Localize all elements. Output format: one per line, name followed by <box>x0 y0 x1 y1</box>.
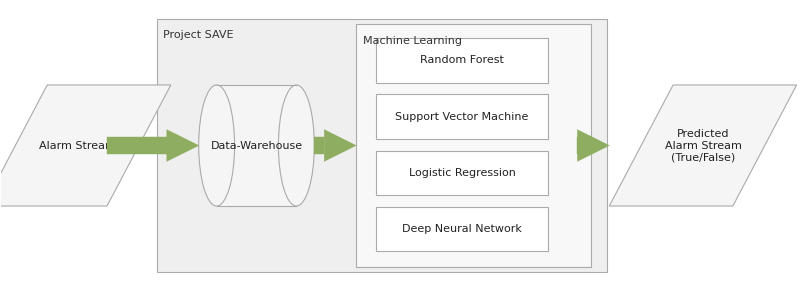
Text: Alarm Stream: Alarm Stream <box>38 141 115 150</box>
Ellipse shape <box>278 85 314 206</box>
Text: Data-Warehouse: Data-Warehouse <box>210 141 302 150</box>
Polygon shape <box>167 130 198 161</box>
Polygon shape <box>107 137 167 154</box>
Text: Support Vector Machine: Support Vector Machine <box>395 112 529 122</box>
Text: Machine Learning: Machine Learning <box>362 36 462 46</box>
Text: Deep Neural Network: Deep Neural Network <box>402 224 522 234</box>
Polygon shape <box>578 137 591 154</box>
FancyBboxPatch shape <box>377 94 548 139</box>
Polygon shape <box>0 85 170 206</box>
Text: Random Forest: Random Forest <box>420 56 504 65</box>
Text: Project SAVE: Project SAVE <box>163 30 234 40</box>
Polygon shape <box>610 85 797 206</box>
FancyBboxPatch shape <box>217 85 296 206</box>
Text: Logistic Regression: Logistic Regression <box>409 168 516 178</box>
FancyBboxPatch shape <box>157 19 607 272</box>
Ellipse shape <box>198 85 234 206</box>
Polygon shape <box>324 130 356 161</box>
FancyBboxPatch shape <box>377 150 548 195</box>
Polygon shape <box>314 137 324 154</box>
Polygon shape <box>578 130 610 161</box>
Text: Predicted
Alarm Stream
(True/False): Predicted Alarm Stream (True/False) <box>665 129 742 162</box>
FancyBboxPatch shape <box>377 38 548 83</box>
FancyBboxPatch shape <box>356 24 591 267</box>
FancyBboxPatch shape <box>377 207 548 251</box>
